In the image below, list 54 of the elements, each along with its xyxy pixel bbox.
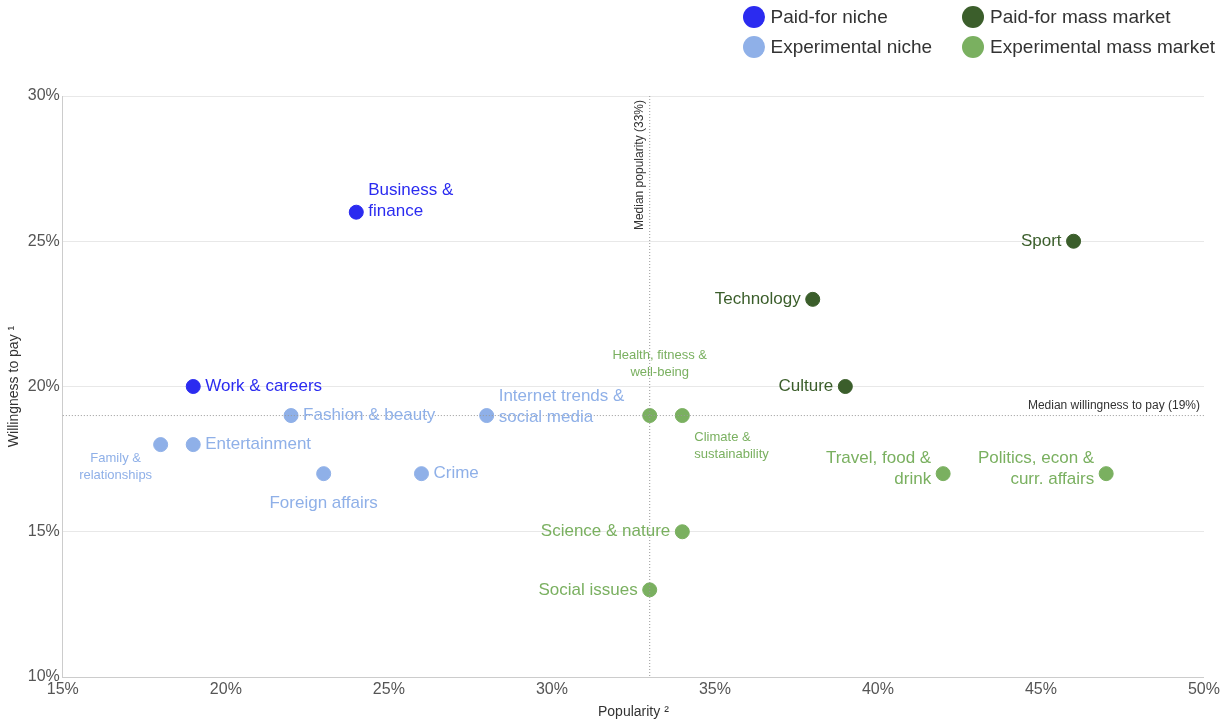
x-tick-label: 15% xyxy=(46,680,79,698)
data-label: Work & careers xyxy=(205,376,323,396)
x-tick-label: 25% xyxy=(372,680,405,698)
x-tick-label: 20% xyxy=(209,680,242,698)
point xyxy=(348,204,364,220)
data-label: Fashion & beauty xyxy=(303,405,436,425)
point xyxy=(153,437,169,453)
legend-label: Paid-for mass market xyxy=(990,6,1171,28)
legend-label: Experimental niche xyxy=(770,36,933,58)
data-label: Health, fitness & well-being xyxy=(612,347,708,380)
data-label: Foreign affairs xyxy=(269,493,378,513)
point xyxy=(642,408,658,424)
data-label: Social issues xyxy=(538,579,638,599)
point xyxy=(413,466,429,482)
y-tick-label: 25% xyxy=(27,231,60,249)
data-label: Business & finance xyxy=(368,179,454,220)
legend-label: Paid-for niche xyxy=(770,6,888,28)
x-tick-label: 40% xyxy=(861,680,894,698)
data-label: Science & nature xyxy=(540,521,671,541)
ref-line-label: Median popularity (33%) xyxy=(632,100,647,231)
data-label: Travel, food & drink xyxy=(825,448,932,489)
data-label: Family & relationships xyxy=(79,450,153,483)
x-tick-label: 35% xyxy=(698,680,731,698)
data-label: Technology xyxy=(714,289,802,309)
point xyxy=(674,524,690,540)
y-tick-label: 15% xyxy=(27,522,60,540)
point xyxy=(185,379,201,394)
data-label: Entertainment xyxy=(205,434,312,454)
ref-line-label: Median willingness to pay (19%) xyxy=(1027,397,1200,412)
point xyxy=(1066,233,1082,249)
x-tick-label: 30% xyxy=(535,680,568,698)
point xyxy=(805,291,821,307)
point xyxy=(935,466,951,482)
point xyxy=(185,437,201,453)
data-label: Culture xyxy=(778,376,834,396)
y-tick-label: 30% xyxy=(27,86,60,104)
x-tick-label: 45% xyxy=(1024,680,1057,698)
data-label: Politics, econ & curr. affairs xyxy=(977,448,1095,489)
data-label: Sport xyxy=(1020,230,1062,250)
x-axis-title: Popularity ² xyxy=(598,703,670,720)
point xyxy=(642,582,658,598)
point xyxy=(479,408,495,424)
y-axis-title: Willingness to pay ¹ xyxy=(5,325,22,448)
data-label: Climate & sustainability xyxy=(694,429,770,462)
point xyxy=(283,408,299,424)
point xyxy=(837,379,853,394)
data-label: Crime xyxy=(433,463,479,483)
data-label: Internet trends & social media xyxy=(498,386,626,427)
point xyxy=(316,466,332,482)
point xyxy=(1098,466,1114,482)
legend-label: Experimental mass market xyxy=(990,36,1215,58)
y-tick-label: 20% xyxy=(27,376,60,394)
point xyxy=(674,408,690,424)
x-tick-label: 50% xyxy=(1187,680,1220,698)
